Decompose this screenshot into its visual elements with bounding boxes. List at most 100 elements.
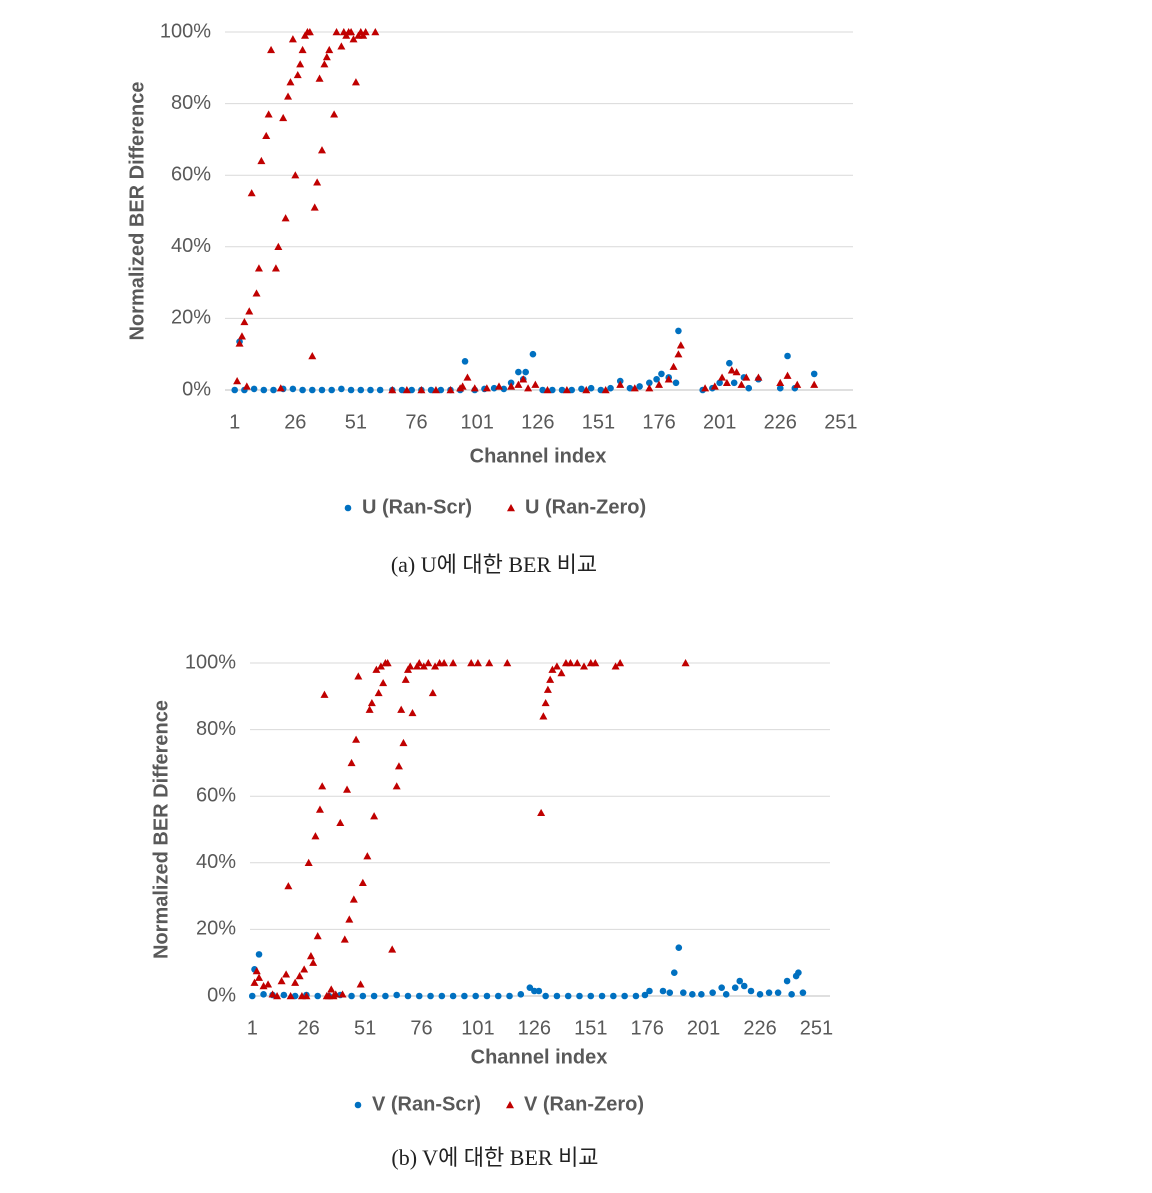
y-tick-label: 60%	[196, 784, 236, 806]
data-point	[788, 991, 795, 998]
data-point	[393, 991, 400, 999]
data-point	[539, 712, 548, 720]
y-tick-label: 40%	[196, 851, 236, 873]
x-tick-label: 201	[687, 1017, 720, 1039]
data-point	[438, 992, 446, 1000]
data-point	[494, 382, 503, 390]
data-point	[542, 992, 549, 1000]
data-point	[295, 972, 304, 980]
data-point	[282, 970, 291, 978]
data-point	[537, 808, 546, 817]
y-tick-label: 80%	[171, 92, 211, 114]
legend-marker	[507, 504, 515, 512]
data-point	[260, 386, 268, 394]
data-point	[270, 386, 277, 394]
data-point	[291, 171, 300, 179]
data-point	[376, 662, 385, 670]
x-tick-label: 26	[298, 1017, 320, 1039]
data-point	[507, 382, 516, 390]
data-point	[601, 386, 610, 394]
data-point	[529, 350, 537, 358]
x-tick-label: 1	[247, 1017, 258, 1039]
data-point	[289, 385, 297, 393]
data-point	[709, 989, 716, 996]
legend-marker	[506, 1101, 514, 1109]
x-tick-label: 176	[631, 1017, 664, 1039]
data-point	[636, 383, 643, 390]
data-point	[264, 980, 273, 988]
data-point	[727, 366, 736, 374]
x-tick-label: 251	[824, 411, 857, 433]
data-point	[621, 992, 628, 1000]
legend-marker	[344, 504, 352, 512]
data-point	[482, 384, 491, 392]
data-point	[664, 375, 673, 383]
data-point	[732, 368, 741, 376]
data-point	[371, 28, 380, 36]
data-point	[311, 832, 320, 840]
data-point	[458, 382, 467, 390]
data-point	[372, 665, 381, 673]
data-point	[718, 984, 725, 991]
data-point	[591, 659, 600, 667]
data-point	[736, 977, 744, 985]
data-point	[522, 368, 529, 376]
data-point	[580, 662, 589, 670]
y-tick-label: 0%	[207, 984, 236, 1006]
data-point	[306, 952, 315, 960]
x-tick-label: 51	[354, 1017, 376, 1039]
legend-label: V (Ran-Zero)	[524, 1093, 644, 1115]
data-point	[783, 371, 792, 379]
data-point	[271, 264, 280, 272]
data-point	[383, 659, 392, 667]
y-tick-label: 100%	[185, 651, 236, 673]
data-point	[310, 203, 319, 211]
data-point	[338, 990, 347, 998]
data-point	[431, 662, 440, 670]
data-point	[731, 984, 739, 991]
data-point	[340, 935, 349, 943]
data-point	[519, 375, 528, 383]
data-point	[370, 812, 379, 820]
data-point	[467, 659, 476, 667]
data-point	[374, 688, 383, 697]
data-point	[233, 377, 242, 385]
data-point	[553, 992, 561, 1000]
data-point	[461, 992, 468, 1000]
x-tick-label: 51	[345, 411, 367, 433]
data-point	[483, 992, 491, 1000]
data-point	[472, 992, 479, 1000]
data-point	[347, 386, 355, 394]
data-point	[317, 146, 326, 154]
data-point	[566, 659, 575, 667]
data-point	[359, 992, 367, 1000]
data-point	[754, 373, 763, 381]
x-tick-label: 76	[410, 1017, 432, 1039]
data-point	[427, 992, 434, 1000]
data-point	[494, 992, 502, 1000]
data-point	[286, 992, 295, 1000]
data-point	[406, 662, 415, 670]
data-point	[543, 386, 552, 394]
data-point	[274, 242, 283, 250]
data-point	[689, 991, 696, 998]
data-point	[449, 992, 457, 1000]
data-point	[277, 977, 286, 985]
data-point	[514, 380, 523, 388]
data-point	[557, 668, 566, 677]
data-point	[446, 386, 455, 394]
data-point	[675, 944, 683, 952]
data-point	[598, 992, 606, 1000]
data-point	[419, 662, 428, 670]
data-point	[742, 373, 751, 381]
data-point	[328, 386, 335, 394]
data-point	[260, 991, 267, 998]
data-point	[645, 384, 654, 392]
data-point	[558, 386, 566, 394]
data-point	[564, 992, 572, 1000]
data-point	[531, 987, 538, 995]
data-point	[646, 987, 653, 995]
data-point	[701, 384, 710, 392]
data-point	[517, 991, 525, 998]
data-point	[670, 969, 678, 976]
